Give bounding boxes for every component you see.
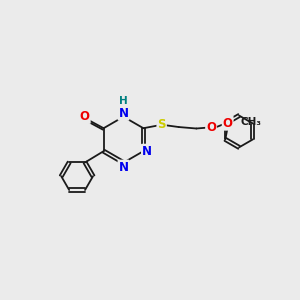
- Text: O: O: [80, 110, 90, 123]
- Text: N: N: [118, 107, 128, 120]
- Text: O: O: [206, 121, 216, 134]
- Text: H: H: [119, 96, 128, 106]
- Text: O: O: [223, 117, 233, 130]
- Text: N: N: [118, 160, 128, 174]
- Text: CH₃: CH₃: [240, 117, 261, 127]
- Text: N: N: [142, 145, 152, 158]
- Text: S: S: [158, 118, 166, 131]
